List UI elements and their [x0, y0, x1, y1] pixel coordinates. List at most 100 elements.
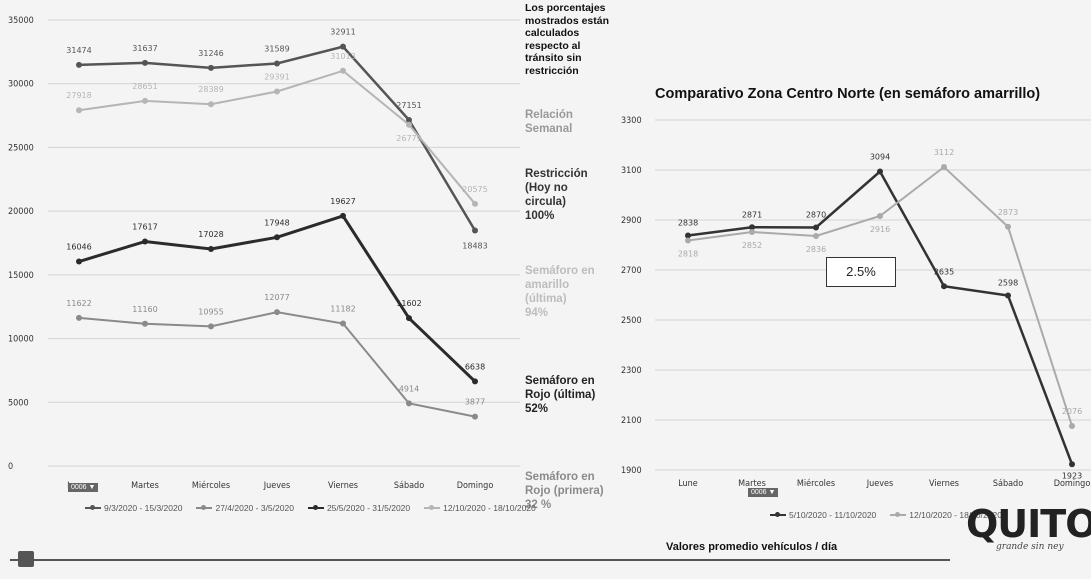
legend-label-red-last: Semáforo en Rojo (última) 52%: [525, 374, 625, 416]
data-label: 2838: [678, 219, 698, 228]
red-last-label: Semáforo en Rojo (última) 52%: [525, 375, 596, 415]
data-label: 10955: [198, 307, 223, 316]
x-tick-label: Jueves: [866, 479, 894, 489]
data-point: [406, 315, 412, 322]
data-point: [749, 224, 755, 231]
data-label: 20575: [462, 185, 487, 194]
data-point: [274, 309, 280, 316]
data-label: 11182: [330, 305, 355, 314]
data-label: 2635: [934, 267, 954, 276]
y-tick-label: 20000: [8, 207, 34, 217]
legend-label: 9/3/2020 - 15/3/2020: [104, 503, 183, 513]
y-tick-label: 1900: [621, 466, 642, 476]
x-tick-label: Viernes: [328, 481, 358, 491]
data-point: [76, 314, 82, 321]
series-line: [687, 165, 1073, 427]
data-point: [142, 59, 148, 66]
y-tick-label: 5000: [8, 398, 29, 408]
y-tick-label: 2100: [621, 416, 642, 426]
y-tick-label: 2900: [621, 216, 642, 226]
data-label: 31013: [330, 52, 355, 61]
data-label: 32911: [330, 28, 355, 37]
data-label: 2076: [1062, 407, 1082, 416]
right-chart-title: Comparativo Zona Centro Norte (en semáfo…: [655, 86, 1041, 102]
x-tick-label: Martes: [738, 479, 766, 489]
data-label: 1923: [1062, 471, 1082, 480]
x-tick-label: Martes: [131, 481, 159, 491]
data-label: 17948: [264, 218, 289, 227]
data-point: [208, 101, 214, 108]
data-point: [941, 164, 947, 170]
data-point: [340, 43, 346, 50]
data-label: 3112: [934, 148, 954, 157]
data-label: 11602: [396, 299, 421, 308]
data-label: 2870: [806, 211, 826, 220]
y-tick-label: 10000: [8, 335, 34, 345]
series: 2838 2871 2870 3094 2635 2598 1923: [678, 153, 1082, 481]
data-label: 26779: [396, 134, 421, 143]
data-point: [1069, 461, 1075, 468]
data-label: 28389: [198, 85, 223, 94]
data-label: 2598: [998, 279, 1018, 288]
data-point: [1069, 423, 1075, 429]
data-label: 3877: [465, 398, 485, 407]
data-point: [941, 283, 947, 290]
data-point: [340, 212, 346, 219]
left-line-chart: 05000100001500020000250003000035000Lunes…: [8, 16, 520, 491]
data-label: 11160: [132, 305, 157, 314]
legend-swatch: [424, 505, 441, 510]
red-first-label: Semáforo en Rojo (primera) 32 %: [525, 471, 604, 511]
data-point: [76, 61, 82, 68]
data-point: [142, 238, 148, 245]
percent-note: Los porcentajes mostrados están calculad…: [525, 2, 625, 77]
data-point: [813, 224, 819, 231]
x-tick-label: Miércoles: [192, 480, 230, 491]
data-label: 3094: [870, 153, 890, 162]
data-label: 27151: [396, 101, 421, 110]
right-toolbar-button[interactable]: 0006 ▼: [748, 488, 779, 497]
data-label: 6638: [465, 362, 485, 371]
data-point: [208, 323, 214, 330]
timeline-slider-thumb[interactable]: [18, 551, 34, 567]
data-label: 2871: [742, 210, 762, 219]
logo-tagline: grande sin ney: [996, 542, 1064, 552]
y-tick-label: 2500: [621, 316, 642, 326]
data-point: [1005, 223, 1011, 230]
data-point: [208, 64, 214, 71]
data-point: [340, 320, 346, 327]
legend-label-red-first: Semáforo en Rojo (primera) 32 %: [525, 470, 625, 512]
data-label: 16046: [66, 243, 91, 252]
data-point: [813, 233, 819, 239]
data-point: [685, 232, 691, 239]
legend-swatch: [890, 512, 907, 517]
x-tick-label: Sábado: [394, 481, 424, 491]
data-point: [340, 67, 346, 74]
x-tick-label: Viernes: [929, 479, 959, 489]
legend-label: 12/10/2020 - 18/10/2020: [443, 503, 536, 513]
y-tick-label: 2300: [621, 366, 642, 376]
x-tick-label: Jueves: [263, 481, 291, 491]
data-point: [472, 378, 478, 385]
series: 16046 17617 17028 17948 19627 11602 6638: [66, 197, 485, 385]
data-label: 11622: [66, 299, 91, 308]
series: 31474 31637 31246 31589 32911 27151 18483: [66, 28, 487, 251]
data-label: 4914: [399, 384, 419, 393]
data-point: [142, 97, 148, 104]
x-tick-label: Lune: [678, 479, 698, 489]
y-tick-label: 2700: [621, 266, 642, 276]
legend-swatch: [85, 505, 101, 510]
data-point: [472, 413, 478, 420]
legend-swatch: [307, 505, 324, 510]
legend-label: 25/5/2020 - 31/5/2020: [326, 503, 411, 513]
data-label: 19627: [330, 197, 355, 206]
percent-note-text: Los porcentajes mostrados están calculad…: [525, 2, 610, 77]
data-label: 2873: [998, 208, 1018, 217]
data-label: 17617: [132, 223, 157, 232]
timeline-slider-track[interactable]: [10, 559, 950, 561]
y-tick-label: 3100: [621, 166, 642, 176]
left-toolbar-button[interactable]: 0006 ▼: [68, 483, 99, 492]
legend-label: 12/10/2020 - 18/10/2020: [909, 510, 1002, 520]
y-tick-label: 30000: [8, 80, 34, 90]
footer-label: Valores promedio vehículos / día: [666, 541, 838, 553]
legend-label-restriction: Restricción (Hoy no circula) 100%: [525, 167, 625, 223]
